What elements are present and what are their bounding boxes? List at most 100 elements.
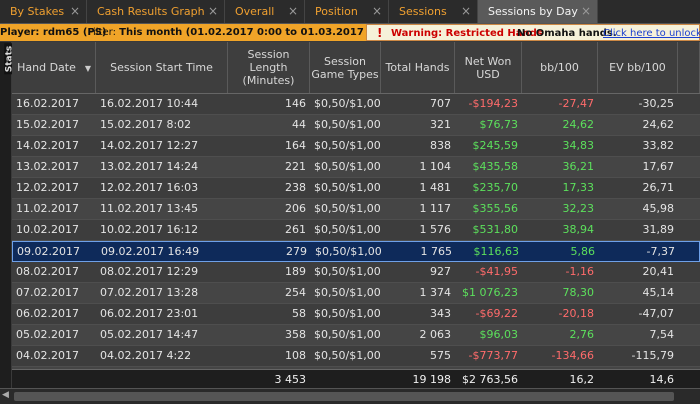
cell-total-hands: 2 063: [419, 328, 452, 341]
cell-bb100: 34,83: [562, 139, 595, 152]
sessions-by-day-grid: Hand Date ▼ Session Start Time Session Leng…: [12, 42, 700, 388]
cell-ev-bb100: 24,62: [642, 118, 675, 131]
column-header-bb100[interactable]: bb/100: [522, 42, 598, 93]
table-row[interactable]: 07.02.2017 07.02.2017 13:28 254 $0,50/$1,00…: [12, 283, 700, 304]
column-header-length[interactable]: Session Length (Minutes): [228, 42, 310, 93]
column-header-hand-date[interactable]: Hand Date ▼: [12, 42, 96, 93]
cell-bb100: 38,94: [562, 223, 595, 236]
close-icon[interactable]: ×: [69, 4, 80, 18]
cell-start-time: 09.02.2017 16:49: [101, 245, 200, 258]
cell-net-won: $116,63: [473, 245, 520, 258]
cell-net-won: $235,70: [472, 181, 519, 194]
scrollbar-thumb[interactable]: [14, 392, 674, 401]
close-icon[interactable]: ×: [371, 4, 382, 18]
tab-by-stakes[interactable]: By Stakes ×: [0, 0, 87, 23]
tab-label: Position: [315, 5, 358, 18]
cell-bb100: 2,76: [569, 328, 595, 341]
cell-ev-bb100: 7,54: [649, 328, 675, 341]
table-row[interactable]: 04.02.2017 04.02.2017 4:22 108 $0,50/$1,00 …: [12, 346, 700, 367]
unlock-link[interactable]: Click here to unlock: [603, 28, 700, 39]
column-header-label: Session Start Time: [110, 61, 213, 74]
cell-net-won: $76,73: [479, 118, 519, 131]
column-header-label: bb/100: [540, 61, 579, 74]
cell-game-types: $0,50/$1,00 NI: [314, 139, 381, 152]
table-row[interactable]: 13.02.2017 13.02.2017 14:24 221 $0,50/$1,00…: [12, 157, 700, 178]
column-header-total-hands[interactable]: Total Hands: [381, 42, 455, 93]
cell-ev-bb100: -7,37: [646, 245, 675, 258]
cell-net-won: -$773,77: [468, 349, 518, 362]
tab-sessions-by-day[interactable]: Sessions by Day ×: [478, 0, 598, 23]
column-header-net-won[interactable]: Net Won USD: [455, 42, 522, 93]
cell-net-won: $1 076,23: [462, 286, 518, 299]
tab-label: Sessions by Day: [488, 5, 578, 18]
cell-bb100: 78,30: [562, 286, 595, 299]
close-icon[interactable]: ×: [460, 4, 471, 18]
horizontal-scrollbar[interactable]: ◀: [0, 388, 700, 404]
tab-sessions[interactable]: Sessions ×: [389, 0, 478, 23]
table-row[interactable]: 10.02.2017 10.02.2017 16:12 261 $0,50/$1,00…: [12, 220, 700, 241]
cell-ev-bb100: 45,14: [642, 286, 675, 299]
cell-ev-bb100: -47,07: [638, 307, 674, 320]
cell-length: 44: [292, 118, 306, 131]
cell-hand-date: 07.02.2017: [16, 286, 79, 299]
table-row[interactable]: 06.02.2017 06.02.2017 23:01 58 $0,50/$1,00 …: [12, 304, 700, 325]
total-net-won: $2 763,56: [462, 373, 518, 386]
column-header-start-time[interactable]: Session Start Time: [96, 42, 228, 93]
tab-label: By Stakes: [10, 5, 65, 18]
close-icon[interactable]: ×: [580, 4, 591, 18]
table-row[interactable]: 05.02.2017 05.02.2017 14:47 358 $0,50/$1,00…: [12, 325, 700, 346]
cell-length: 206: [285, 202, 306, 215]
cell-game-types: $0,50/$1,00 NI: [314, 349, 381, 362]
totals-row: 3 453 19 198 $2 763,56 16,2 14,6: [12, 369, 700, 389]
tab-overall[interactable]: Overall ×: [225, 0, 305, 23]
cell-hand-date: 12.02.2017: [16, 181, 79, 194]
close-icon[interactable]: ×: [207, 4, 218, 18]
cell-game-types: $0,50/$1,00 NI: [314, 118, 381, 131]
table-row[interactable]: 11.02.2017 11.02.2017 13:45 206 $0,50/$1,00…: [12, 199, 700, 220]
cell-bb100: 17,33: [562, 181, 595, 194]
cell-total-hands: 1 104: [419, 160, 452, 173]
table-row[interactable]: 12.02.2017 12.02.2017 16:03 238 $0,50/$1,00…: [12, 178, 700, 199]
cell-total-hands: 1 481: [419, 181, 452, 194]
cell-ev-bb100: -30,25: [638, 97, 674, 110]
column-header-label: Session Length (Minutes): [242, 48, 295, 87]
cell-ev-bb100: 31,89: [642, 223, 675, 236]
table-row[interactable]: 08.02.2017 08.02.2017 12:29 189 $0,50/$1,00…: [12, 262, 700, 283]
table-row[interactable]: 09.02.2017 09.02.2017 16:49 279 $0,50/$1,00…: [12, 241, 700, 262]
cell-start-time: 10.02.2017 16:12: [100, 223, 199, 236]
cell-game-types: $0,50/$1,00 NI: [314, 265, 381, 278]
cell-total-hands: 838: [430, 139, 451, 152]
cell-net-won: $245,59: [472, 139, 519, 152]
tab-cash-results-graph[interactable]: Cash Results Graph ×: [87, 0, 225, 23]
stats-side-panel[interactable]: Stats: [0, 42, 15, 388]
cell-hand-date: 14.02.2017: [16, 139, 79, 152]
tab-label: Overall: [235, 5, 275, 18]
cell-length: 279: [286, 245, 307, 258]
cell-game-types: $0,50/$1,00 NI: [314, 202, 381, 215]
cell-start-time: 06.02.2017 23:01: [100, 307, 199, 320]
filter-label: Filter:: [88, 27, 120, 38]
column-header-game-types[interactable]: Session Game Types: [310, 42, 381, 93]
cell-net-won: $531,80: [472, 223, 519, 236]
column-header-ev-bb100[interactable]: EV bb/100: [598, 42, 678, 93]
cell-total-hands: 1 765: [420, 245, 453, 258]
scroll-left-icon[interactable]: ◀: [2, 390, 9, 400]
cell-net-won: $435,58: [472, 160, 519, 173]
cell-start-time: 16.02.2017 10:44: [100, 97, 199, 110]
filter-description[interactable]: Filter: This month (01.02.2017 0:00 to 0…: [88, 24, 397, 41]
table-row[interactable]: 14.02.2017 14.02.2017 12:27 164 $0,50/$1,00…: [12, 136, 700, 157]
table-row[interactable]: 16.02.2017 16.02.2017 10:44 146 $0,50/$1,00…: [12, 94, 700, 115]
cell-hand-date: 13.02.2017: [16, 160, 79, 173]
cell-bb100: 5,86: [570, 245, 596, 258]
cell-bb100: 24,62: [562, 118, 595, 131]
cell-total-hands: 575: [430, 349, 451, 362]
cell-game-types: $0,50/$1,00 NI: [314, 181, 381, 194]
close-icon[interactable]: ×: [287, 4, 298, 18]
cell-game-types: $0,50/$1,00 NI: [314, 328, 381, 341]
cell-start-time: 05.02.2017 14:47: [100, 328, 199, 341]
table-row[interactable]: 15.02.2017 15.02.2017 8:02 44 $0,50/$1,00 N…: [12, 115, 700, 136]
cell-length: 238: [285, 181, 306, 194]
cell-length: 358: [285, 328, 306, 341]
cell-bb100: -20,18: [558, 307, 594, 320]
tab-position[interactable]: Position ×: [305, 0, 389, 23]
